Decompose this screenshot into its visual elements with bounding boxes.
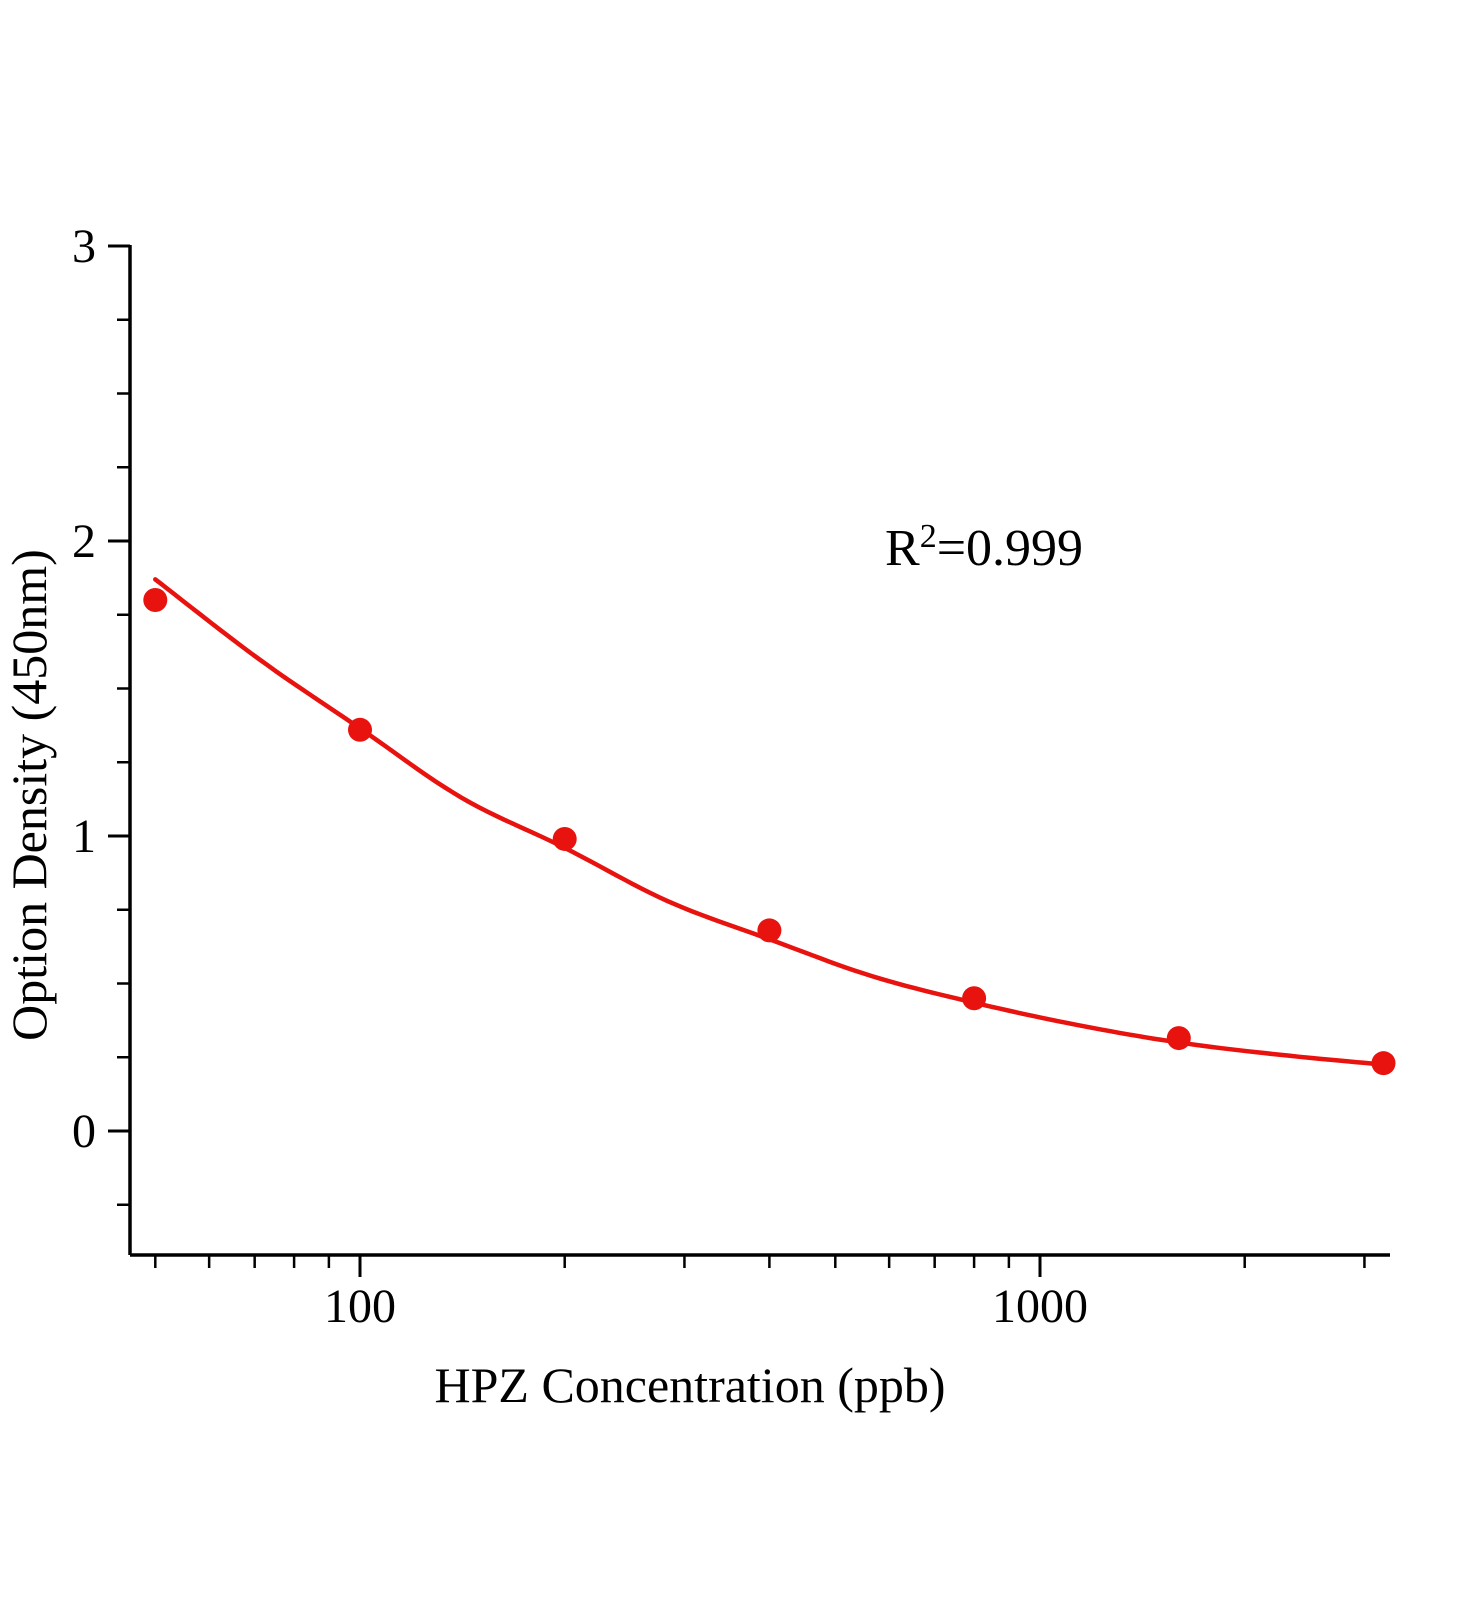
x-axis-tick-labels: 100 1000	[324, 1280, 1088, 1333]
r-squared-annotation: R2=0.999	[885, 518, 1083, 577]
y-tick-label: 1	[72, 810, 96, 863]
data-point	[1166, 1026, 1191, 1051]
x-axis-major-ticks	[358, 1255, 1042, 1277]
y-axis-major-ticks	[108, 244, 130, 1133]
y-tick-label: 2	[72, 515, 96, 568]
data-point	[348, 717, 372, 742]
x-tick-label: 1000	[992, 1280, 1088, 1333]
data-point	[1371, 1051, 1396, 1076]
annotation-prefix: R	[885, 520, 920, 577]
axes	[128, 245, 1390, 1257]
y-tick-label: 3	[72, 220, 96, 273]
y-axis-title: Option Density (450nm)	[1, 549, 57, 1041]
y-tick-label: 0	[72, 1105, 96, 1158]
x-axis-minor-ticks	[154, 1255, 1366, 1268]
annotation-superscript: 2	[920, 518, 937, 555]
x-axis-title: HPZ Concentration (ppb)	[434, 1357, 945, 1413]
y-axis-tick-labels: 0 1 2 3	[72, 220, 96, 1158]
data-points	[143, 588, 1396, 1076]
data-point	[962, 986, 987, 1011]
data-point	[757, 918, 782, 943]
data-point	[143, 588, 168, 612]
x-tick-label: 100	[324, 1280, 396, 1333]
annotation-suffix: =0.999	[937, 520, 1083, 577]
data-point	[552, 826, 577, 851]
y-axis-minor-ticks	[117, 318, 130, 1206]
fit-curve	[153, 577, 1386, 1067]
